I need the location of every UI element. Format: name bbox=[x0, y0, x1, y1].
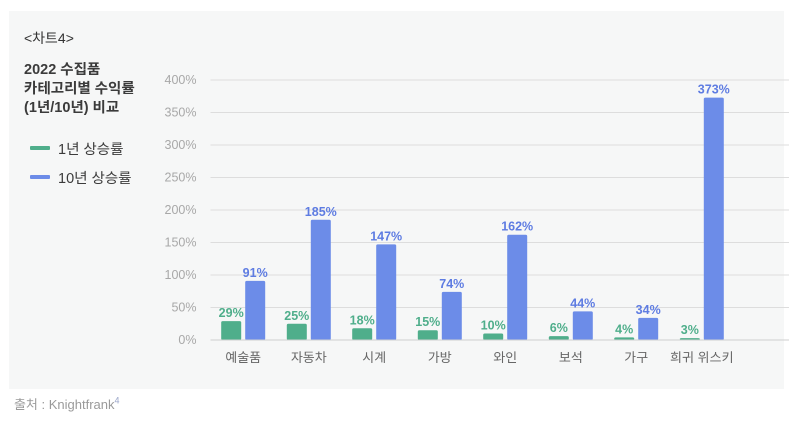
svg-text:가구: 가구 bbox=[624, 350, 648, 365]
svg-text:시계: 시계 bbox=[362, 350, 386, 365]
svg-text:0%: 0% bbox=[178, 333, 196, 347]
svg-text:6%: 6% bbox=[550, 321, 568, 335]
svg-text:18%: 18% bbox=[350, 313, 375, 327]
svg-text:162%: 162% bbox=[501, 220, 533, 234]
svg-text:250%: 250% bbox=[165, 171, 197, 185]
svg-text:29%: 29% bbox=[219, 306, 244, 320]
svg-text:3%: 3% bbox=[681, 323, 699, 337]
svg-text:보석: 보석 bbox=[559, 350, 583, 365]
svg-text:10%: 10% bbox=[481, 319, 506, 333]
svg-text:자동차: 자동차 bbox=[291, 350, 327, 365]
svg-text:373%: 373% bbox=[698, 83, 730, 97]
svg-text:100%: 100% bbox=[165, 268, 197, 282]
svg-text:가방: 가방 bbox=[428, 350, 452, 365]
svg-text:15%: 15% bbox=[415, 315, 440, 329]
svg-text:50%: 50% bbox=[171, 301, 196, 315]
svg-text:25%: 25% bbox=[284, 309, 309, 323]
svg-text:185%: 185% bbox=[305, 205, 337, 219]
svg-text:와인: 와인 bbox=[493, 350, 517, 365]
svg-text:150%: 150% bbox=[165, 236, 197, 250]
svg-text:예술품: 예술품 bbox=[225, 350, 261, 365]
svg-text:74%: 74% bbox=[439, 277, 464, 291]
svg-text:350%: 350% bbox=[165, 106, 197, 120]
svg-text:4%: 4% bbox=[615, 322, 633, 336]
svg-text:91%: 91% bbox=[243, 266, 268, 280]
svg-text:희귀 위스키: 희귀 위스키 bbox=[670, 350, 733, 365]
svg-text:300%: 300% bbox=[165, 138, 197, 152]
svg-text:34%: 34% bbox=[636, 303, 661, 317]
svg-text:200%: 200% bbox=[165, 203, 197, 217]
svg-text:400%: 400% bbox=[165, 73, 197, 87]
svg-text:44%: 44% bbox=[570, 296, 595, 310]
svg-text:147%: 147% bbox=[370, 229, 402, 243]
